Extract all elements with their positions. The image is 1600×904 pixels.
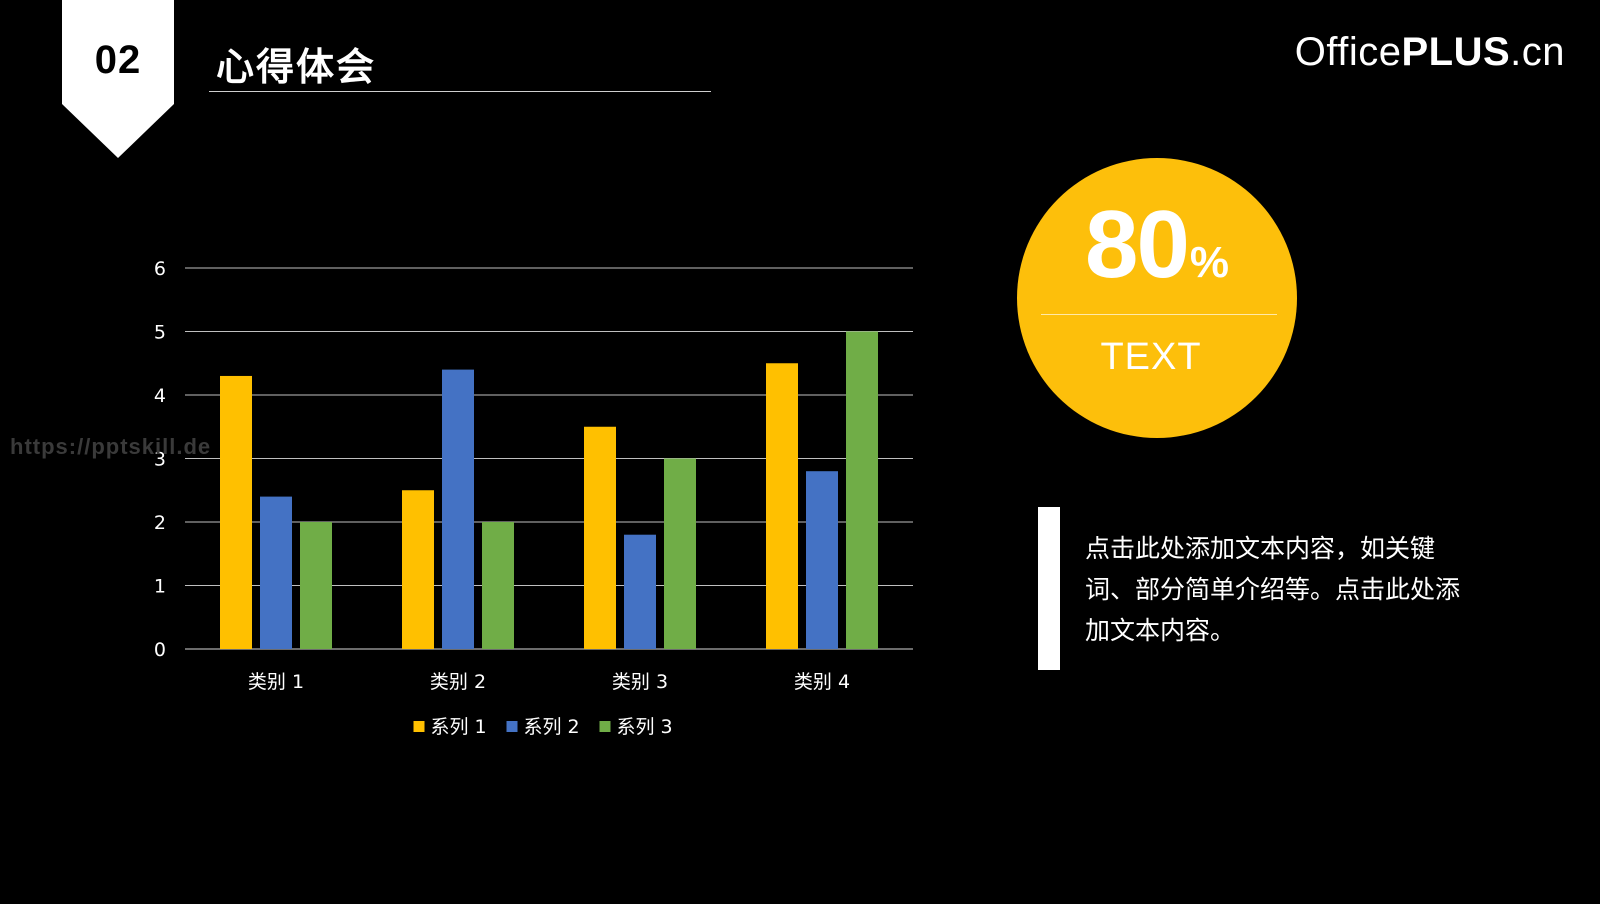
x-tick-label: 类别 4 [794, 671, 850, 693]
brand-logo: OfficePLUS.cn [1295, 30, 1565, 75]
legend-swatch [413, 721, 425, 732]
stat-unit: % [1189, 238, 1229, 287]
stat-divider [1041, 314, 1277, 315]
brand-strong: PLUS [1401, 30, 1511, 74]
bar [766, 363, 798, 649]
description-text: 点击此处添加文本内容，如关键词、部分简单介绍等。点击此处添加文本内容。 [1085, 534, 1461, 645]
bar [664, 458, 696, 649]
bar [482, 522, 514, 649]
x-tick-label: 类别 2 [430, 671, 486, 693]
bar [442, 369, 474, 649]
y-tick-label: 6 [154, 258, 166, 280]
x-tick-label: 类别 1 [248, 671, 304, 693]
stat-label: TEXT [1100, 336, 1202, 378]
legend-label: 系列 1 [431, 716, 487, 738]
y-tick-label: 2 [154, 512, 166, 534]
description-accent-bar [1038, 507, 1060, 670]
y-tick-label: 1 [154, 576, 166, 598]
stat-value: 80% [1017, 190, 1297, 300]
badge-shape [62, 0, 174, 158]
watermark: https://pptskill.de [10, 434, 212, 459]
legend-swatch [599, 721, 611, 732]
bar [220, 375, 252, 649]
bar [300, 522, 332, 649]
page-title: 心得体会 [216, 45, 377, 89]
legend-swatch [506, 721, 518, 732]
stat-circle: 80% TEXT [1017, 158, 1297, 438]
legend-label: 系列 3 [617, 716, 673, 738]
y-tick-label: 0 [154, 639, 166, 661]
y-tick-label: 3 [154, 449, 166, 471]
bar [806, 471, 838, 649]
title-underline [209, 91, 711, 92]
x-tick-label: 类别 3 [612, 671, 668, 693]
bar [260, 496, 292, 649]
bar [624, 534, 656, 649]
brand-prefix: Office [1294, 30, 1402, 74]
bar [584, 426, 616, 649]
bar [846, 331, 878, 649]
stat-number: 80 [1085, 191, 1190, 298]
bar [402, 490, 434, 649]
section-number: 02 [94, 38, 142, 82]
legend-label: 系列 2 [524, 716, 580, 738]
y-tick-label: 5 [154, 322, 166, 344]
section-badge: 02 [62, 0, 174, 158]
y-tick-label: 4 [154, 385, 166, 407]
brand-suffix: .cn [1510, 30, 1565, 74]
